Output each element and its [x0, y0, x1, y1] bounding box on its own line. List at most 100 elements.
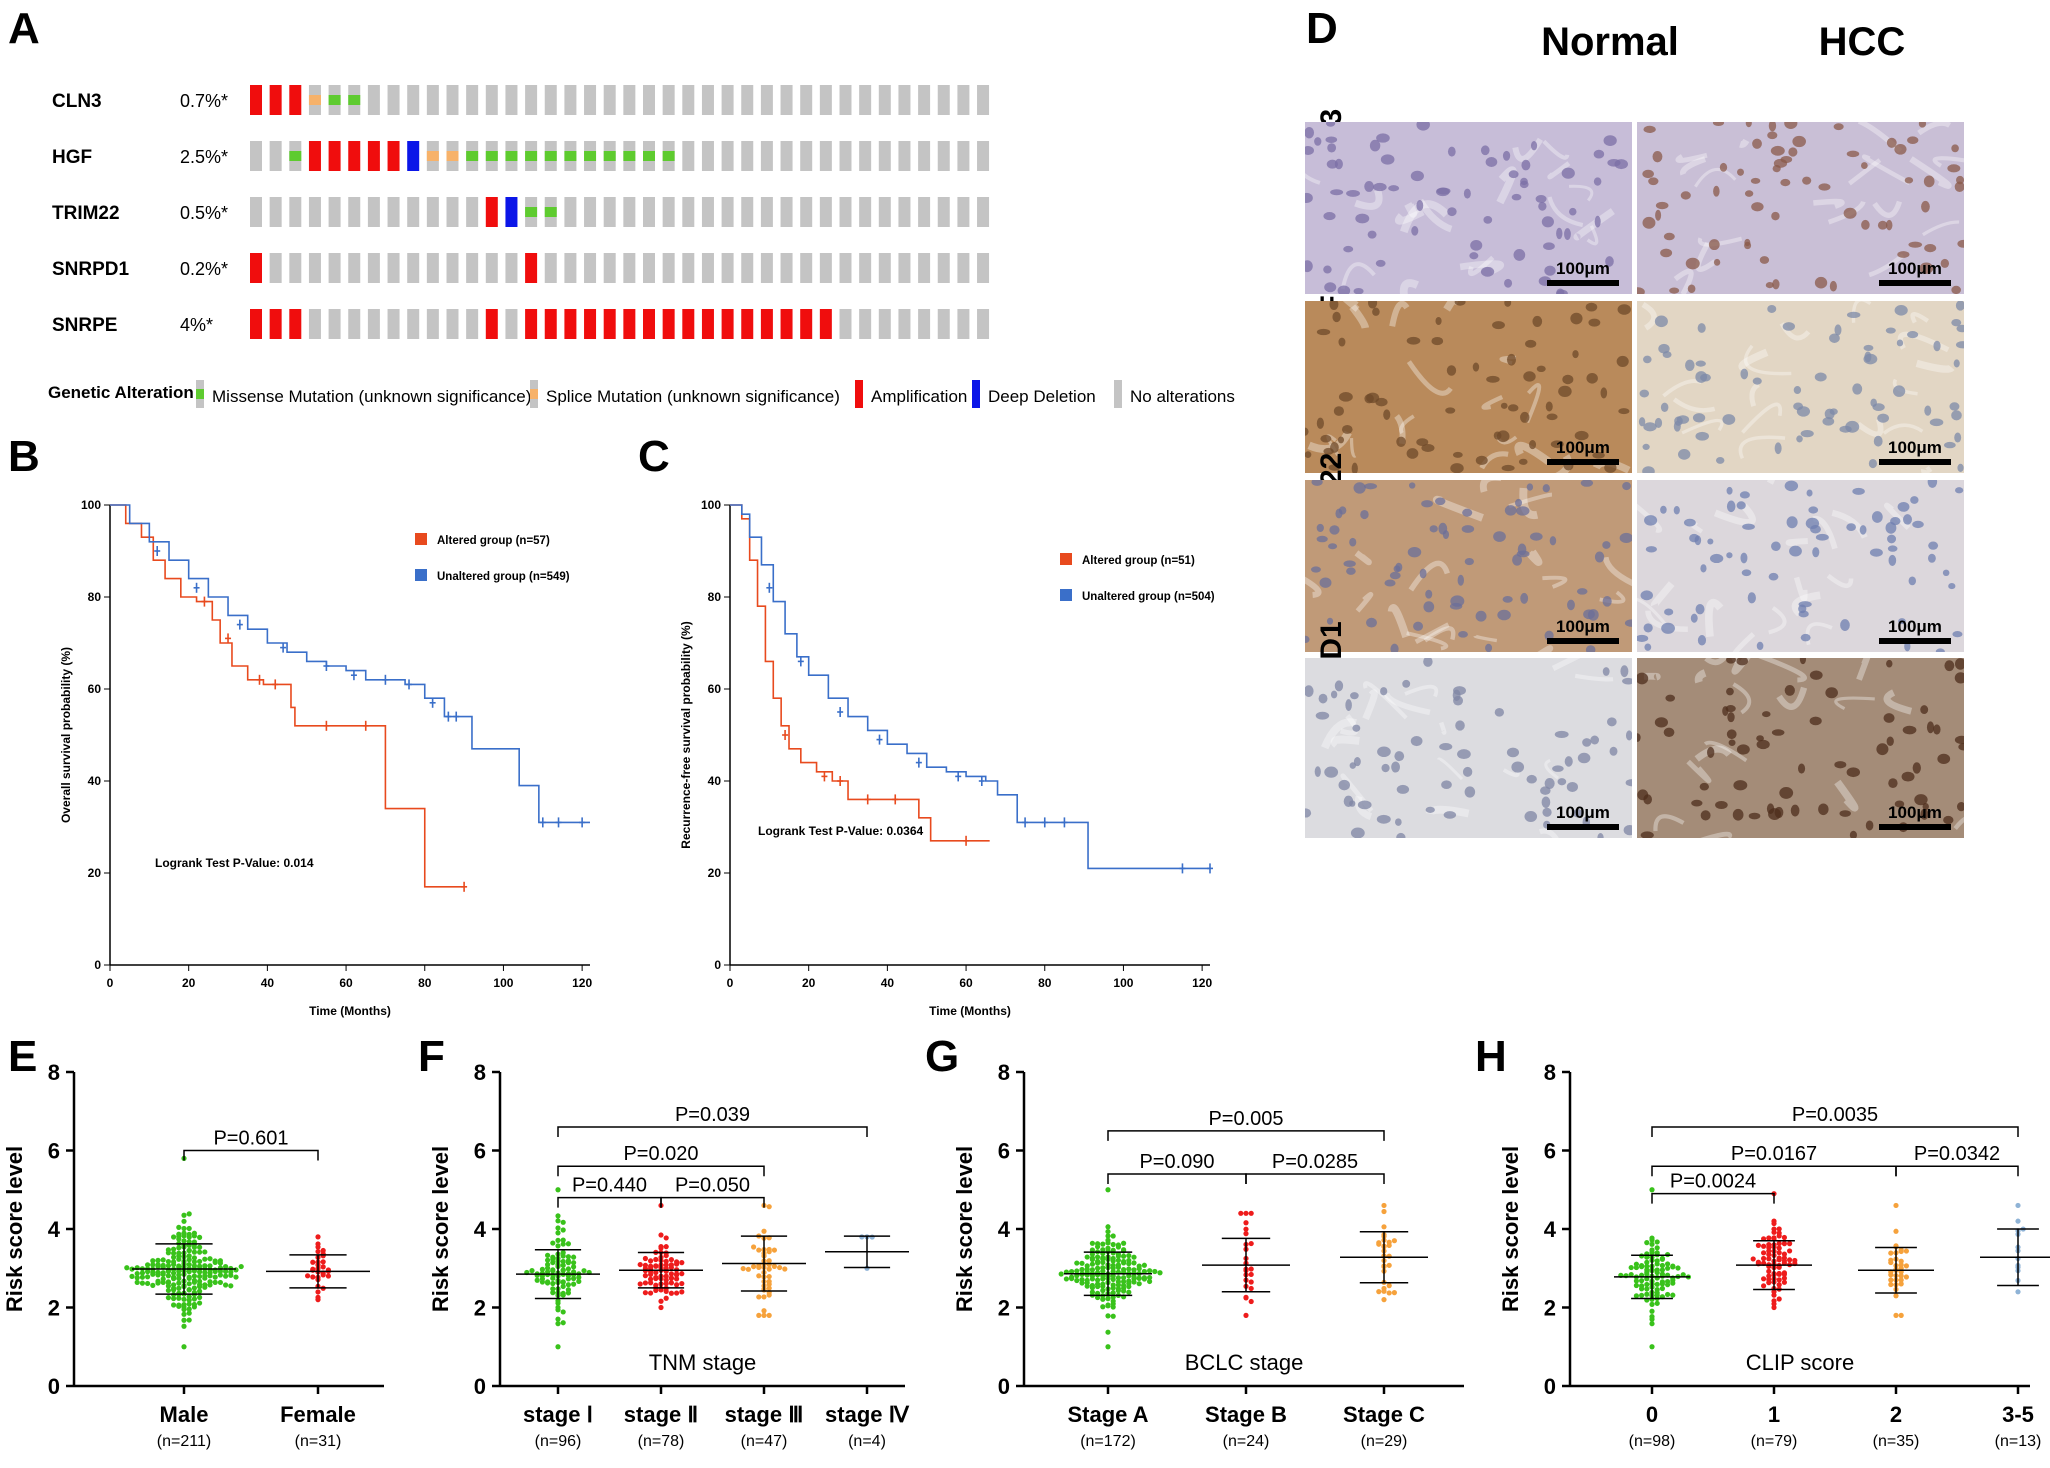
cell-nucleus [1449, 602, 1463, 610]
cell-nucleus [1493, 531, 1506, 542]
group-label: Male [160, 1402, 209, 1427]
alteration-cell [387, 253, 400, 283]
p-value-label: P=0.0285 [1272, 1151, 1358, 1173]
data-point [1776, 1226, 1782, 1232]
data-point [1089, 1247, 1095, 1253]
data-point [751, 1263, 757, 1270]
data-point [1079, 1280, 1085, 1286]
cell-nucleus [1605, 256, 1614, 267]
cell-nucleus [1908, 241, 1923, 248]
cell-nucleus [1888, 554, 1897, 567]
data-point [1115, 1257, 1121, 1263]
data-point [181, 1238, 187, 1244]
cell-nucleus [1410, 170, 1424, 182]
cell-nucleus [1888, 778, 1898, 789]
cell-nucleus [1637, 733, 1641, 742]
data-point [150, 1282, 156, 1288]
data-point [1089, 1289, 1095, 1295]
tissue-texture [1785, 538, 1808, 547]
tissue-texture [1758, 658, 1807, 683]
alteration-cell [505, 85, 518, 115]
legend-label: Altered group (n=51) [1082, 555, 1195, 567]
cell-nucleus [1506, 353, 1516, 366]
data-point [766, 1204, 772, 1210]
legend-label: Amplification [871, 387, 967, 406]
cell-nucleus [1869, 548, 1883, 557]
cell-nucleus [1338, 392, 1353, 402]
data-point [1644, 1269, 1650, 1275]
cell-nucleus [1846, 150, 1860, 158]
cell-nucleus [1602, 541, 1611, 549]
cell-nucleus [1351, 462, 1358, 473]
alteration-cell [643, 309, 655, 339]
data-point [1105, 1187, 1111, 1193]
cell-nucleus [1747, 592, 1756, 604]
y-tick-label: 0 [474, 1374, 486, 1399]
cell-nucleus [1796, 435, 1803, 443]
tissue-texture [1694, 745, 1732, 762]
data-point [1776, 1240, 1782, 1247]
cell-nucleus [1502, 596, 1513, 603]
data-point [217, 1279, 223, 1286]
alteration-cell [977, 85, 990, 115]
cell-nucleus [1766, 803, 1775, 815]
cell-nucleus [1793, 402, 1804, 411]
data-point [1649, 1308, 1655, 1314]
tissue-texture [1641, 301, 1657, 331]
data-point [1771, 1304, 1777, 1311]
alteration-cell [800, 253, 813, 283]
alteration-cell [603, 197, 616, 227]
data-point [181, 1311, 187, 1317]
ihc-image-trim22-hcc: 100μm [1637, 480, 1964, 652]
alteration-cell [780, 85, 793, 115]
data-point [1386, 1290, 1392, 1296]
alteration-cell [937, 141, 950, 171]
tissue-texture [1542, 575, 1568, 589]
data-point [1084, 1254, 1090, 1260]
cell-nucleus [1951, 410, 1962, 421]
data-point [1248, 1210, 1254, 1216]
cell-nucleus [1907, 331, 1919, 339]
group-n-label: (n=13) [1995, 1433, 2042, 1450]
data-point [555, 1344, 561, 1350]
data-point [761, 1228, 767, 1234]
cell-nucleus [1558, 385, 1572, 398]
data-point [648, 1276, 654, 1282]
tissue-texture [1514, 441, 1552, 465]
cell-nucleus [1957, 802, 1964, 812]
data-point [155, 1262, 161, 1268]
data-point [223, 1268, 229, 1274]
tissue-texture [1479, 480, 1502, 493]
cell-nucleus [1622, 677, 1632, 685]
data-point [171, 1270, 177, 1276]
data-point [1095, 1244, 1101, 1250]
data-point [160, 1262, 166, 1268]
cell-nucleus [1561, 167, 1575, 179]
data-point [1248, 1279, 1254, 1285]
cell-nucleus [1388, 185, 1400, 192]
data-point [1074, 1277, 1080, 1284]
cell-nucleus [1642, 216, 1656, 229]
alteration-cell [446, 197, 459, 227]
data-point [1644, 1281, 1650, 1288]
data-point [1761, 1276, 1767, 1282]
cell-nucleus [1736, 658, 1748, 666]
data-point [1110, 1233, 1116, 1239]
data-point [1121, 1267, 1127, 1273]
alteration-cell [623, 253, 636, 283]
data-point [550, 1240, 556, 1246]
alteration-cell [269, 253, 282, 283]
data-point [1126, 1283, 1132, 1290]
cell-nucleus [1407, 546, 1422, 558]
cell-nucleus [1885, 219, 1893, 231]
tissue-texture [1423, 626, 1456, 643]
legend-label: Splice Mutation (unknown significance) [546, 387, 840, 406]
data-point [1903, 1274, 1909, 1280]
y-tick-label: 40 [708, 774, 722, 788]
tissue-texture [1704, 658, 1728, 666]
cell-nucleus [1929, 418, 1944, 427]
tissue-texture [1354, 188, 1383, 210]
group-label: Stage A [1067, 1402, 1148, 1427]
data-point [761, 1294, 767, 1300]
data-point [191, 1259, 197, 1265]
